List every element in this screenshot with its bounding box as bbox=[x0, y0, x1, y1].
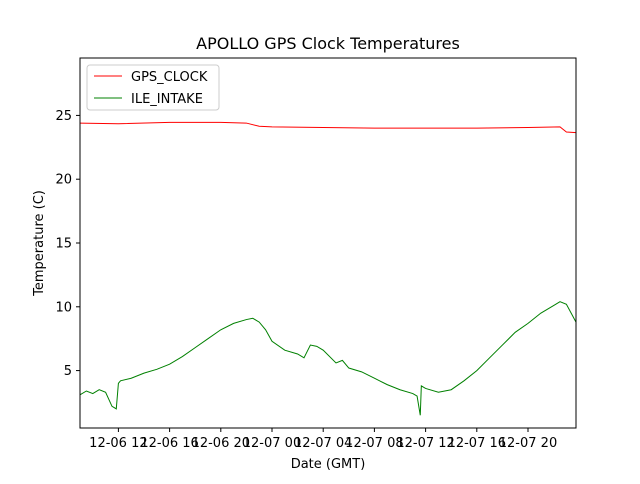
plot-area bbox=[80, 58, 576, 428]
y-tick-label: 5 bbox=[64, 364, 72, 379]
x-tick-label: 12-07 20 bbox=[499, 436, 557, 451]
y-axis: 5 10 15 20 25 bbox=[55, 109, 80, 379]
x-axis-label: Date (GMT) bbox=[291, 457, 366, 472]
y-axis-label: Temperature (C) bbox=[32, 190, 47, 297]
x-tick-label: 12-07 16 bbox=[448, 436, 506, 451]
series-line-gps-clock bbox=[79, 121, 577, 134]
y-tick-label: 25 bbox=[55, 109, 72, 124]
x-tick-label: 12-06 20 bbox=[192, 436, 250, 451]
x-tick-label: 12-07 04 bbox=[294, 436, 352, 451]
y-tick-label: 20 bbox=[55, 173, 72, 188]
series-layer bbox=[79, 121, 577, 416]
x-tick-label: 12-07 08 bbox=[345, 436, 403, 451]
x-tick-label: 12-06 12 bbox=[89, 436, 147, 451]
legend-label-gps-clock: GPS_CLOCK bbox=[131, 70, 208, 85]
legend: GPS_CLOCK ILE_INTAKE bbox=[86, 64, 220, 111]
y-tick-label: 15 bbox=[55, 237, 72, 252]
x-tick-label: 12-07 12 bbox=[396, 436, 454, 451]
x-tick-label: 12-07 00 bbox=[243, 436, 301, 451]
legend-label-ile-intake: ILE_INTAKE bbox=[131, 92, 203, 107]
y-tick-label: 10 bbox=[55, 300, 72, 315]
series-line-ile-intake bbox=[79, 301, 577, 416]
chart-title: APOLLO GPS Clock Temperatures bbox=[196, 34, 460, 53]
x-tick-label: 12-06 16 bbox=[140, 436, 198, 451]
